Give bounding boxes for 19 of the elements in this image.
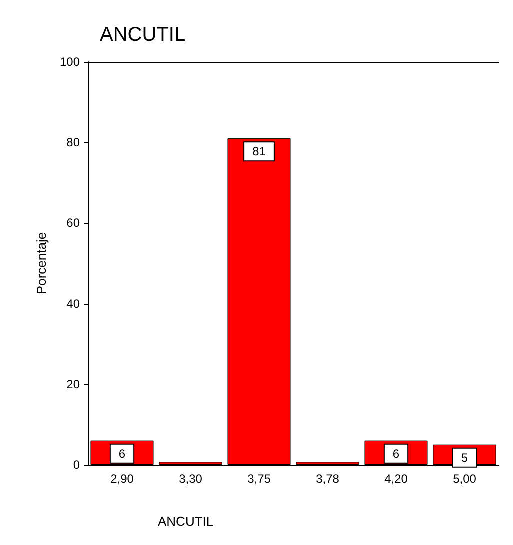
x-tick-label: 4,20	[384, 472, 408, 486]
data-label: 6	[118, 446, 126, 461]
x-axis-title: ANCUTIL	[158, 514, 214, 529]
x-tick-label: 3,78	[316, 472, 340, 486]
data-label: 5	[461, 450, 468, 465]
data-label: 6	[392, 446, 400, 461]
x-tick-label: 2,90	[110, 472, 134, 486]
x-tick-label: 3,30	[179, 472, 203, 486]
y-tick-label: 80	[66, 136, 80, 150]
y-tick-label: 0	[73, 458, 80, 472]
y-tick-label: 60	[66, 216, 80, 230]
y-tick-label: 40	[66, 296, 80, 311]
y-tick-label: 20	[66, 377, 80, 392]
x-tick-label: 5,00	[453, 472, 477, 486]
y-axis-title: Porcentaje	[34, 232, 49, 295]
chart-title: ANCUTIL	[100, 24, 186, 46]
data-label: 81	[252, 144, 266, 159]
y-tick-label: 100	[60, 55, 80, 69]
x-tick-label: 3,75	[248, 472, 272, 486]
